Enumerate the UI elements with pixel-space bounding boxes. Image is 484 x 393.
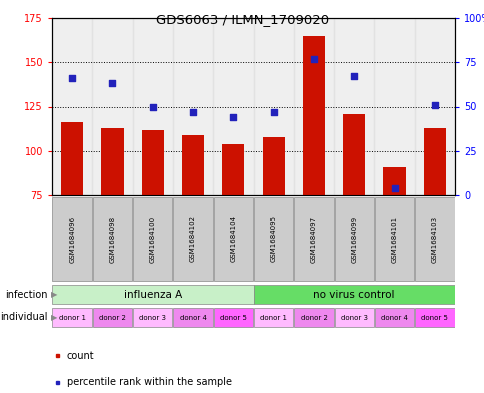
FancyBboxPatch shape — [52, 308, 91, 327]
FancyBboxPatch shape — [133, 308, 172, 327]
Bar — [374, 18, 414, 195]
Point — [108, 80, 116, 86]
Bar — [383, 167, 405, 195]
FancyBboxPatch shape — [374, 308, 413, 327]
Text: donor 4: donor 4 — [380, 314, 407, 321]
Point — [430, 101, 438, 108]
Text: GSM1684102: GSM1684102 — [190, 215, 196, 263]
Text: GSM1684096: GSM1684096 — [69, 215, 75, 263]
Text: GSM1684100: GSM1684100 — [150, 215, 155, 263]
Bar — [92, 18, 132, 195]
FancyBboxPatch shape — [253, 285, 454, 304]
Text: donor 1: donor 1 — [59, 314, 86, 321]
Point — [390, 185, 398, 191]
Text: GSM1684095: GSM1684095 — [270, 215, 276, 263]
Point — [349, 73, 357, 79]
Bar — [172, 18, 213, 195]
Text: donor 5: donor 5 — [219, 314, 246, 321]
Bar — [101, 128, 123, 195]
Bar — [333, 18, 374, 195]
Text: infection: infection — [5, 290, 47, 299]
Text: GSM1684098: GSM1684098 — [109, 215, 115, 263]
FancyBboxPatch shape — [52, 197, 91, 281]
Bar — [423, 128, 445, 195]
FancyBboxPatch shape — [374, 197, 413, 281]
FancyBboxPatch shape — [173, 197, 212, 281]
Point — [149, 103, 156, 110]
Text: donor 3: donor 3 — [139, 314, 166, 321]
Bar — [182, 135, 204, 195]
FancyBboxPatch shape — [52, 285, 253, 304]
Text: donor 5: donor 5 — [421, 314, 447, 321]
Text: count: count — [67, 351, 94, 361]
Bar — [56, 381, 59, 384]
Point — [68, 75, 76, 81]
FancyBboxPatch shape — [213, 197, 253, 281]
Point — [269, 109, 277, 115]
Text: donor 4: donor 4 — [179, 314, 206, 321]
Text: influenza A: influenza A — [123, 290, 182, 299]
Bar — [262, 137, 284, 195]
FancyBboxPatch shape — [414, 308, 454, 327]
Point — [229, 114, 237, 120]
FancyBboxPatch shape — [294, 308, 333, 327]
Text: GSM1684104: GSM1684104 — [230, 215, 236, 263]
FancyBboxPatch shape — [92, 197, 132, 281]
Bar — [132, 18, 172, 195]
Bar — [52, 18, 92, 195]
FancyBboxPatch shape — [254, 197, 293, 281]
Bar — [222, 144, 244, 195]
Text: ▶: ▶ — [51, 313, 58, 322]
Text: GDS6063 / ILMN_1709020: GDS6063 / ILMN_1709020 — [156, 13, 328, 26]
FancyBboxPatch shape — [294, 197, 333, 281]
Point — [309, 55, 317, 62]
Text: percentile rank within the sample: percentile rank within the sample — [67, 377, 231, 387]
Text: GSM1684103: GSM1684103 — [431, 215, 437, 263]
FancyBboxPatch shape — [213, 308, 253, 327]
Bar — [213, 18, 253, 195]
Text: donor 2: donor 2 — [99, 314, 126, 321]
Text: donor 3: donor 3 — [340, 314, 367, 321]
Text: individual: individual — [0, 312, 47, 323]
FancyBboxPatch shape — [334, 308, 373, 327]
Text: GSM1684099: GSM1684099 — [350, 215, 357, 263]
FancyBboxPatch shape — [254, 308, 293, 327]
Text: GSM1684097: GSM1684097 — [310, 215, 317, 263]
Text: no virus control: no virus control — [313, 290, 394, 299]
FancyBboxPatch shape — [414, 197, 454, 281]
FancyBboxPatch shape — [133, 197, 172, 281]
Bar — [414, 18, 454, 195]
Bar — [343, 114, 364, 195]
FancyBboxPatch shape — [92, 308, 132, 327]
Bar — [253, 18, 293, 195]
FancyBboxPatch shape — [173, 308, 212, 327]
Text: donor 2: donor 2 — [300, 314, 327, 321]
Bar — [56, 354, 59, 358]
Text: ▶: ▶ — [51, 290, 58, 299]
Bar — [293, 18, 333, 195]
Bar — [302, 36, 324, 195]
Bar — [61, 123, 83, 195]
Point — [189, 109, 197, 115]
Text: GSM1684101: GSM1684101 — [391, 215, 397, 263]
FancyBboxPatch shape — [334, 197, 373, 281]
Text: donor 1: donor 1 — [259, 314, 287, 321]
Bar — [141, 130, 164, 195]
